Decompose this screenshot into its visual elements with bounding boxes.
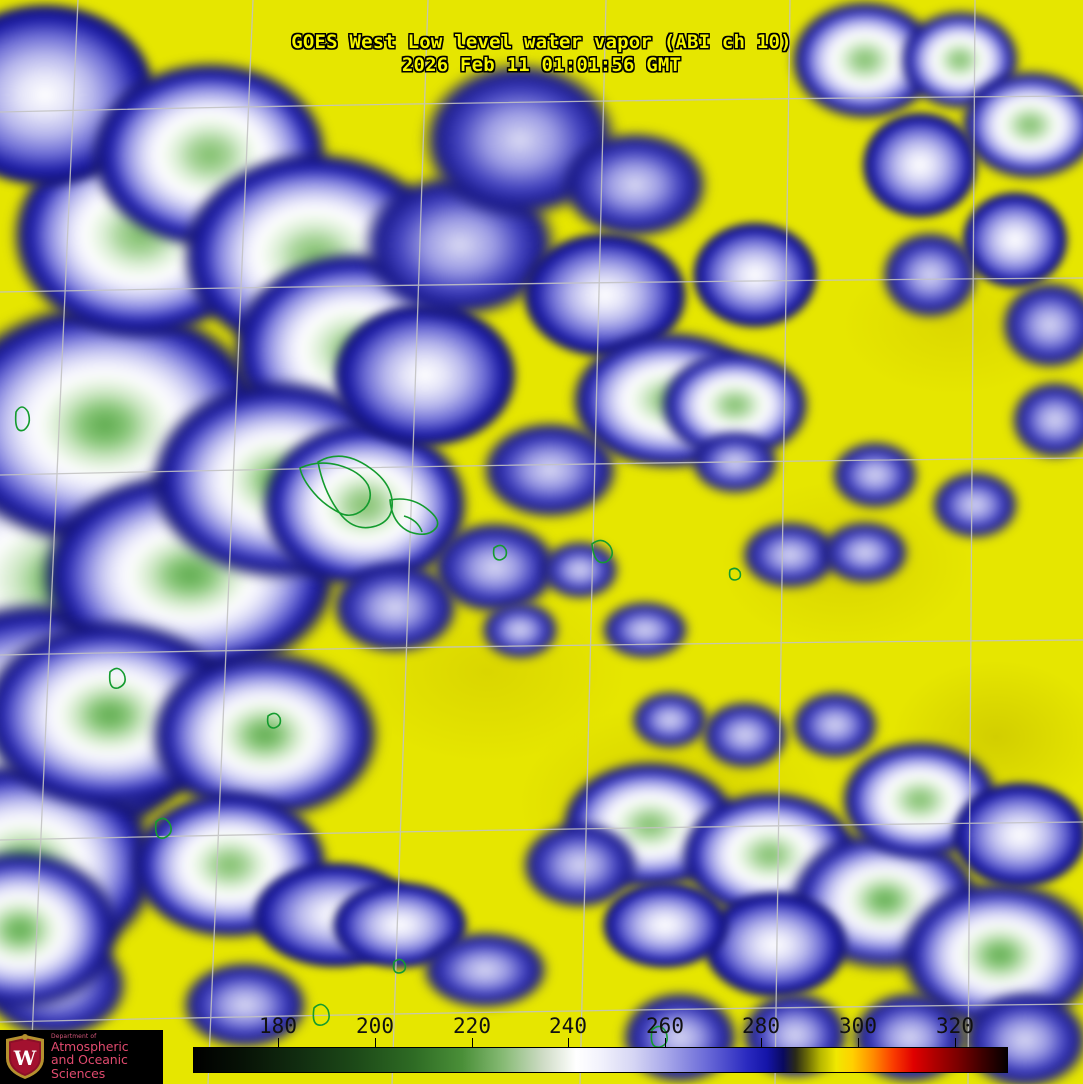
cloud-blob [830, 440, 920, 510]
cloud-blob [560, 130, 710, 240]
cloud-blob [860, 110, 980, 220]
colorbar-tick-label: 180 [259, 1014, 297, 1038]
cloud-blob [330, 300, 520, 450]
colorbar-tick-mark [761, 1038, 762, 1047]
cloud-blob [520, 820, 640, 910]
colorbar-container: 180 200 220 240 260 280 300 320 [193, 1014, 1008, 1073]
cloud-blob [480, 420, 620, 520]
cloud-blob [1010, 380, 1083, 460]
colorbar-tick-mark [375, 1038, 376, 1047]
cloud-blob [690, 430, 780, 495]
colorbar-tick-mark [955, 1038, 956, 1047]
colorbar-gradient [193, 1047, 1008, 1073]
cloud-blob [690, 220, 820, 330]
uw-crest-icon: W [6, 1034, 44, 1079]
cloud-blob [600, 600, 690, 660]
colorbar-tick-label: 220 [453, 1014, 491, 1038]
colorbar-tick-label: 300 [839, 1014, 877, 1038]
colorbar-tick-mark [278, 1038, 279, 1047]
logo-text-block: Department of Atmospheric and Oceanic Sc… [51, 1032, 163, 1081]
cloud-blob [930, 470, 1020, 540]
colorbar-tick-label: 200 [356, 1014, 394, 1038]
cloud-blob [700, 700, 790, 770]
cloud-blob [880, 230, 980, 320]
cloud-blob [420, 930, 550, 1010]
cloud-blob [960, 70, 1083, 180]
colorbar-tick-label: 320 [936, 1014, 974, 1038]
cloud-blob [150, 650, 380, 820]
logo-name-line-2: and Oceanic Sciences [51, 1052, 128, 1081]
logo-name-line-1: Atmospheric [51, 1038, 129, 1054]
cloud-blob [480, 600, 560, 660]
uw-aos-logo: W Department of Atmospheric and Oceanic … [0, 1030, 163, 1084]
cloud-blob [790, 690, 880, 760]
cloud-blob [540, 540, 620, 600]
colorbar-tick-mark [472, 1038, 473, 1047]
cloud-blob [630, 690, 710, 750]
cloud-blob [950, 780, 1083, 890]
colorbar-tick-label: 240 [549, 1014, 587, 1038]
colorbar-tick-label: 280 [742, 1014, 780, 1038]
colorbar-tick-label: 260 [646, 1014, 684, 1038]
cloud-blob [820, 520, 910, 585]
cloud-blob [1000, 280, 1083, 370]
colorbar-tick-mark [665, 1038, 666, 1047]
colorbar-tick-mark [858, 1038, 859, 1047]
svg-text:W: W [13, 1046, 37, 1070]
cloud-blob [330, 560, 460, 655]
colorbar-tick-mark [568, 1038, 569, 1047]
logo-department-label: Department of [51, 1032, 97, 1040]
